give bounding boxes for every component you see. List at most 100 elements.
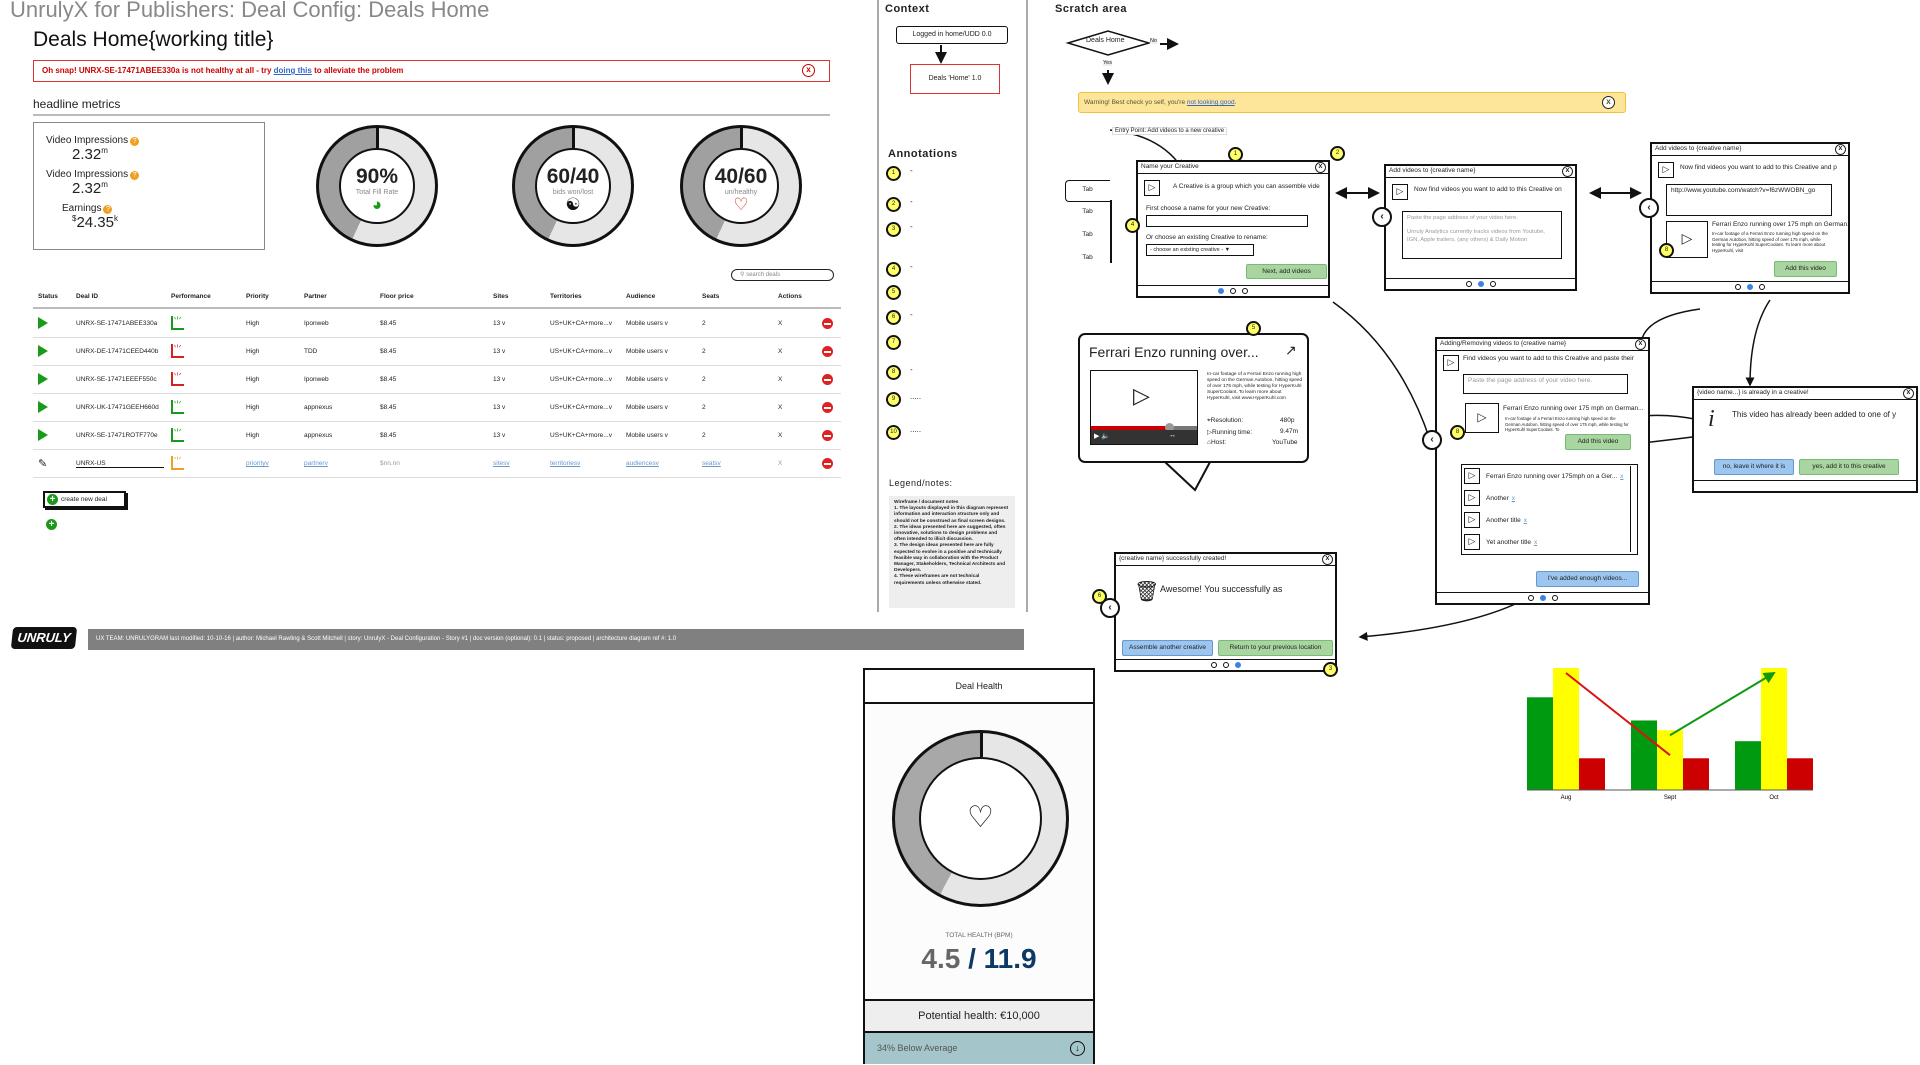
- column-header[interactable]: Status: [38, 293, 58, 300]
- cell-seats[interactable]: seatsv: [702, 460, 721, 467]
- pager-dot[interactable]: [1465, 281, 1472, 287]
- assemble-another-button[interactable]: Assemble another creative: [1122, 640, 1213, 656]
- cell-action[interactable]: X: [778, 320, 783, 327]
- next-add-videos-button[interactable]: Next, add videos: [1246, 264, 1327, 279]
- help-icon[interactable]: ?: [130, 137, 140, 146]
- pager-dot[interactable]: [1747, 284, 1753, 290]
- fullscreen-icon[interactable]: ↔: [1169, 432, 1176, 439]
- video-list-item[interactable]: ▷ Another x: [1464, 489, 1624, 509]
- performance-chart-icon[interactable]: ⺌: [171, 428, 184, 442]
- remove-video-link[interactable]: x: [1620, 473, 1624, 480]
- cell-action[interactable]: X: [778, 460, 783, 467]
- video-list-item[interactable]: ▷ Ferrari Enzo running over 175mph on a G…: [1464, 467, 1624, 487]
- remove-icon[interactable]: [822, 430, 833, 441]
- download-icon[interactable]: ↓: [1070, 1041, 1085, 1056]
- error-fix-link[interactable]: doing this: [273, 66, 312, 75]
- video-player[interactable]: ▷ ▶ 🔈 ↔: [1090, 370, 1198, 445]
- remove-icon[interactable]: [822, 318, 833, 329]
- pager-dot[interactable]: [1477, 281, 1484, 287]
- help-icon[interactable]: ?: [103, 205, 113, 214]
- pager-dot[interactable]: [1242, 288, 1248, 294]
- column-header[interactable]: Seats: [702, 293, 720, 300]
- cell-action[interactable]: X: [778, 376, 783, 383]
- cell-action[interactable]: X: [778, 404, 783, 411]
- column-header[interactable]: Floor price: [380, 293, 414, 300]
- pager-dot[interactable]: [1539, 595, 1546, 601]
- new-deal-row[interactable]: ✎ ⺌ UNRX-US priorityv partnerv $nn.nn sitesv te…: [33, 450, 841, 478]
- video-thumbnail[interactable]: ▷: [1666, 221, 1708, 258]
- done-adding-button[interactable]: I've added enough videos...: [1536, 571, 1639, 587]
- leave-it-button[interactable]: no, leave it where it is: [1714, 459, 1794, 475]
- pager-dot[interactable]: [1551, 595, 1558, 601]
- pager-dot[interactable]: [1735, 284, 1741, 290]
- existing-creative-select[interactable]: - choose an existing creative - ▼: [1146, 244, 1254, 256]
- status-play-icon[interactable]: [38, 429, 48, 441]
- cell-partner[interactable]: partnerv: [304, 460, 328, 467]
- add-video-button[interactable]: Add this video: [1774, 261, 1837, 277]
- remove-icon[interactable]: [822, 374, 833, 385]
- close-icon[interactable]: x: [1903, 388, 1914, 399]
- remove-video-link[interactable]: x: [1511, 495, 1516, 502]
- column-header[interactable]: Actions: [778, 293, 802, 300]
- cell-territories[interactable]: territoriesv: [550, 460, 581, 467]
- cell-sites[interactable]: sitesv: [493, 460, 510, 467]
- table-row[interactable]: ⺌ UNRX-UK-17471GEEH660d High appnexus $8.45 1…: [33, 394, 841, 422]
- close-icon[interactable]: x: [1635, 339, 1646, 350]
- cell-action[interactable]: X: [778, 432, 783, 439]
- back-icon[interactable]: ‹: [1639, 198, 1659, 218]
- tab-2[interactable]: Tab: [1082, 208, 1093, 215]
- close-icon[interactable]: x: [1562, 166, 1573, 177]
- warning-link[interactable]: not looking good: [1186, 99, 1235, 106]
- video-url-input[interactable]: Paste the page address of your video her…: [1402, 211, 1562, 259]
- remove-icon[interactable]: [822, 346, 833, 357]
- column-header[interactable]: Audience: [626, 293, 656, 300]
- column-header[interactable]: Priority: [246, 293, 269, 300]
- video-list-item[interactable]: ▷ Yet another title x: [1464, 533, 1624, 553]
- pager-dot[interactable]: [1527, 595, 1534, 601]
- pager-dot[interactable]: [1222, 662, 1229, 668]
- video-thumbnail[interactable]: ▷: [1465, 403, 1499, 433]
- pager-dot[interactable]: [1230, 288, 1236, 294]
- close-icon[interactable]: x: [1322, 554, 1333, 565]
- table-row[interactable]: ⺌ UNRX-SE-17471EEEF550c High Iponweb $8.45 13…: [33, 366, 841, 394]
- performance-chart-icon[interactable]: ⺌: [171, 316, 184, 330]
- video-url-input[interactable]: http://www.youtube.com/watch?v=f6zWWOBN_…: [1666, 184, 1832, 216]
- volume-icon[interactable]: 🔈: [1101, 433, 1111, 440]
- play-icon[interactable]: ▷: [1133, 383, 1150, 408]
- remove-icon[interactable]: [822, 402, 833, 413]
- cell-action[interactable]: X: [778, 348, 783, 355]
- table-row[interactable]: ⺌ UNRX-SE-17471ABEE330a High Iponweb $8.45 13…: [33, 310, 841, 338]
- close-icon[interactable]: x: [802, 64, 815, 77]
- status-play-icon[interactable]: [38, 373, 48, 385]
- status-play-icon[interactable]: [38, 401, 48, 413]
- remove-icon[interactable]: [822, 458, 833, 469]
- status-play-icon[interactable]: [38, 345, 48, 357]
- status-play-icon[interactable]: [38, 317, 48, 329]
- video-progress[interactable]: [1091, 426, 1172, 430]
- column-header[interactable]: Deal ID: [76, 293, 99, 300]
- video-list-item[interactable]: ▷ Another title x: [1464, 511, 1624, 531]
- add-icon[interactable]: +: [46, 519, 57, 530]
- cell-priority[interactable]: priorityv: [246, 460, 269, 467]
- scrollbar[interactable]: [1630, 466, 1636, 552]
- performance-chart-icon[interactable]: ⺌: [171, 456, 184, 470]
- creative-name-input[interactable]: [1146, 215, 1308, 227]
- column-header[interactable]: Sites: [493, 293, 509, 300]
- column-header[interactable]: Partner: [304, 293, 327, 300]
- tab-1[interactable]: Tab: [1082, 186, 1093, 193]
- pager-dot[interactable]: [1489, 281, 1496, 287]
- pager-dot[interactable]: [1210, 662, 1217, 668]
- add-to-creative-button[interactable]: yes, add it to this creative: [1799, 459, 1899, 475]
- pager-dot[interactable]: [1218, 288, 1224, 294]
- cell-deal-id[interactable]: UNRX-US: [76, 460, 164, 468]
- help-icon[interactable]: ?: [130, 171, 140, 180]
- search-input[interactable]: ⚲ search deals: [731, 269, 834, 281]
- table-row[interactable]: ⺌ UNRX-SE-17471ROTF770e High appnexus $8.45 1…: [33, 422, 841, 450]
- create-new-deal-button[interactable]: + create new deal: [43, 491, 126, 508]
- back-icon[interactable]: ‹: [1422, 430, 1442, 450]
- close-icon[interactable]: x: [1315, 162, 1326, 173]
- cell-audience[interactable]: audiencesv: [626, 460, 659, 467]
- remove-video-link[interactable]: x: [1533, 539, 1538, 546]
- column-header[interactable]: Performance: [171, 293, 211, 300]
- pager-dot[interactable]: [1759, 284, 1765, 290]
